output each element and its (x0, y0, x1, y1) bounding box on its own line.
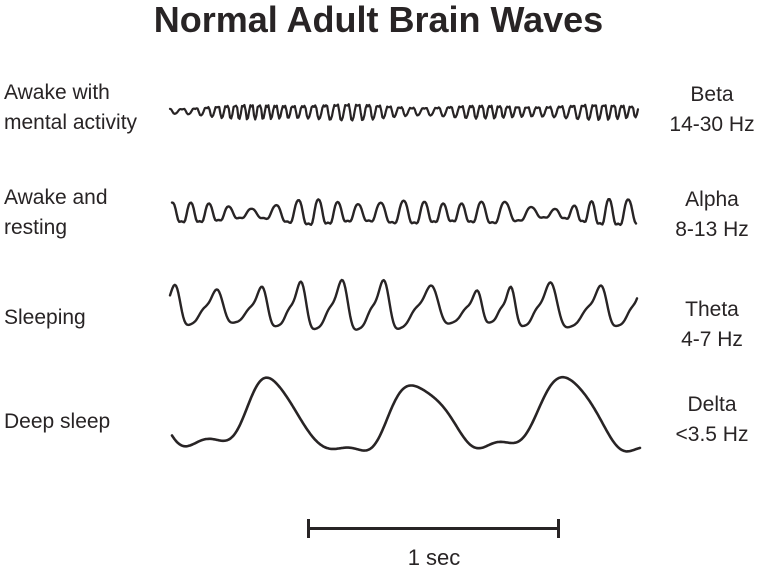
theta-wave-trace (168, 278, 639, 331)
state-label-sleeping: Sleeping (4, 303, 86, 333)
figure-title: Normal Adult Brain Waves (153, 0, 604, 40)
frequency-range: <3.5 Hz (675, 423, 749, 446)
state-label-awake-mental-activity: Awake with mental activity (4, 78, 137, 138)
delta-wave-trace (170, 375, 642, 453)
band-label-beta: Beta 14-30 Hz (664, 80, 757, 140)
scale-bar-label: 1 sec (407, 545, 461, 570)
state-label-line: Awake and (4, 186, 108, 209)
alpha-wave-trace (170, 198, 638, 227)
state-label-awake-resting: Awake and resting (4, 183, 108, 243)
wave-name: Theta (685, 298, 739, 321)
state-label-line: Deep sleep (4, 410, 111, 433)
wave-name: Beta (690, 83, 734, 106)
frequency-range: 14-30 Hz (669, 113, 755, 136)
beta-wave-trace (168, 103, 640, 122)
band-label-theta: Theta 4-7 Hz (664, 295, 757, 355)
frequency-range: 4-7 Hz (681, 328, 743, 351)
frequency-range: 8-13 Hz (675, 218, 749, 241)
band-label-delta: Delta <3.5 Hz (664, 390, 757, 450)
state-label-line: Sleeping (4, 306, 86, 329)
state-label-line: Awake with (4, 81, 110, 104)
state-label-deep-sleep: Deep sleep (4, 407, 110, 437)
state-label-line: mental activity (4, 111, 138, 134)
wave-name: Delta (687, 393, 737, 416)
wave-name: Alpha (685, 188, 739, 211)
scale-bar-line (308, 527, 560, 530)
scale-bar-right-tick (557, 519, 560, 538)
state-label-line: resting (4, 216, 68, 239)
band-label-alpha: Alpha 8-13 Hz (664, 185, 757, 245)
